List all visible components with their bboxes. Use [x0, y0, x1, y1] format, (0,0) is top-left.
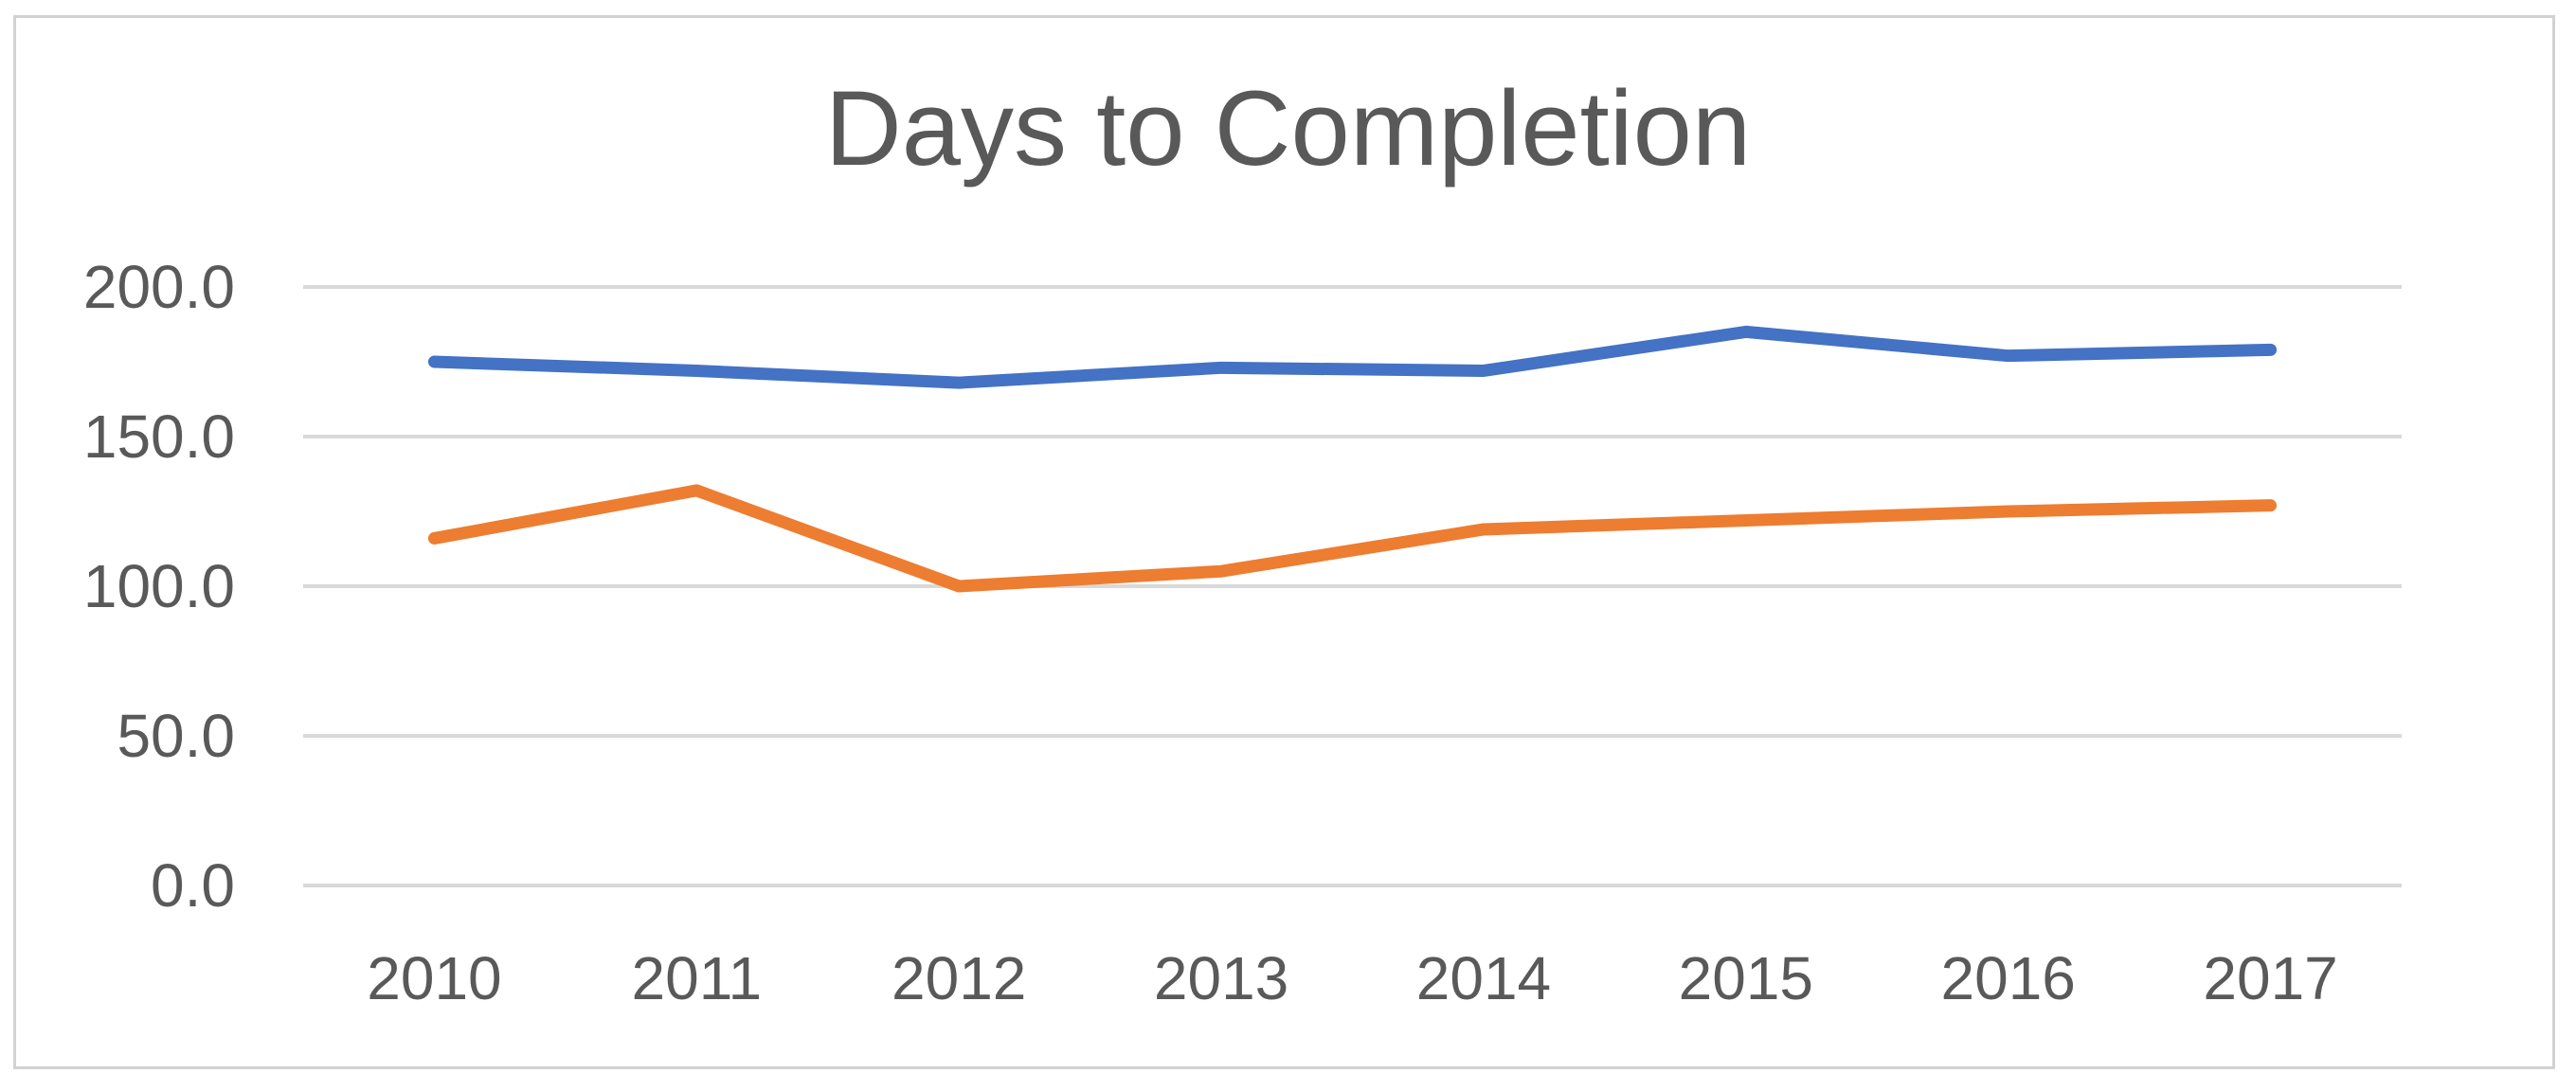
x-axis-tick-label-2017: 2017 — [2203, 944, 2338, 1012]
y-axis-tick-label-100.0: 100.0 — [82, 552, 235, 620]
series-2-line — [427, 484, 2278, 593]
y-axis-tick-label-50.0: 50.0 — [117, 702, 235, 770]
x-axis-tick-label-2013: 2013 — [1153, 944, 1289, 1012]
y-axis-tick-label-200.0: 200.0 — [82, 253, 235, 321]
chart-title: Days to Completion — [824, 69, 1752, 188]
x-axis-tick-label-2014: 2014 — [1415, 944, 1552, 1012]
x-axis-tick-label-2010: 2010 — [367, 944, 502, 1012]
y-axis-tick-label-150.0: 150.0 — [82, 402, 235, 471]
x-axis-tick-label-2016: 2016 — [1940, 944, 2076, 1012]
y-axis-tick-label-0.0: 0.0 — [151, 851, 235, 920]
x-axis-tick-label-2015: 2015 — [1678, 944, 1813, 1012]
x-axis-tick-label-2012: 2012 — [892, 944, 1027, 1012]
x-axis-tick-label-2011: 2011 — [631, 944, 763, 1012]
series-1-line — [427, 325, 2278, 389]
